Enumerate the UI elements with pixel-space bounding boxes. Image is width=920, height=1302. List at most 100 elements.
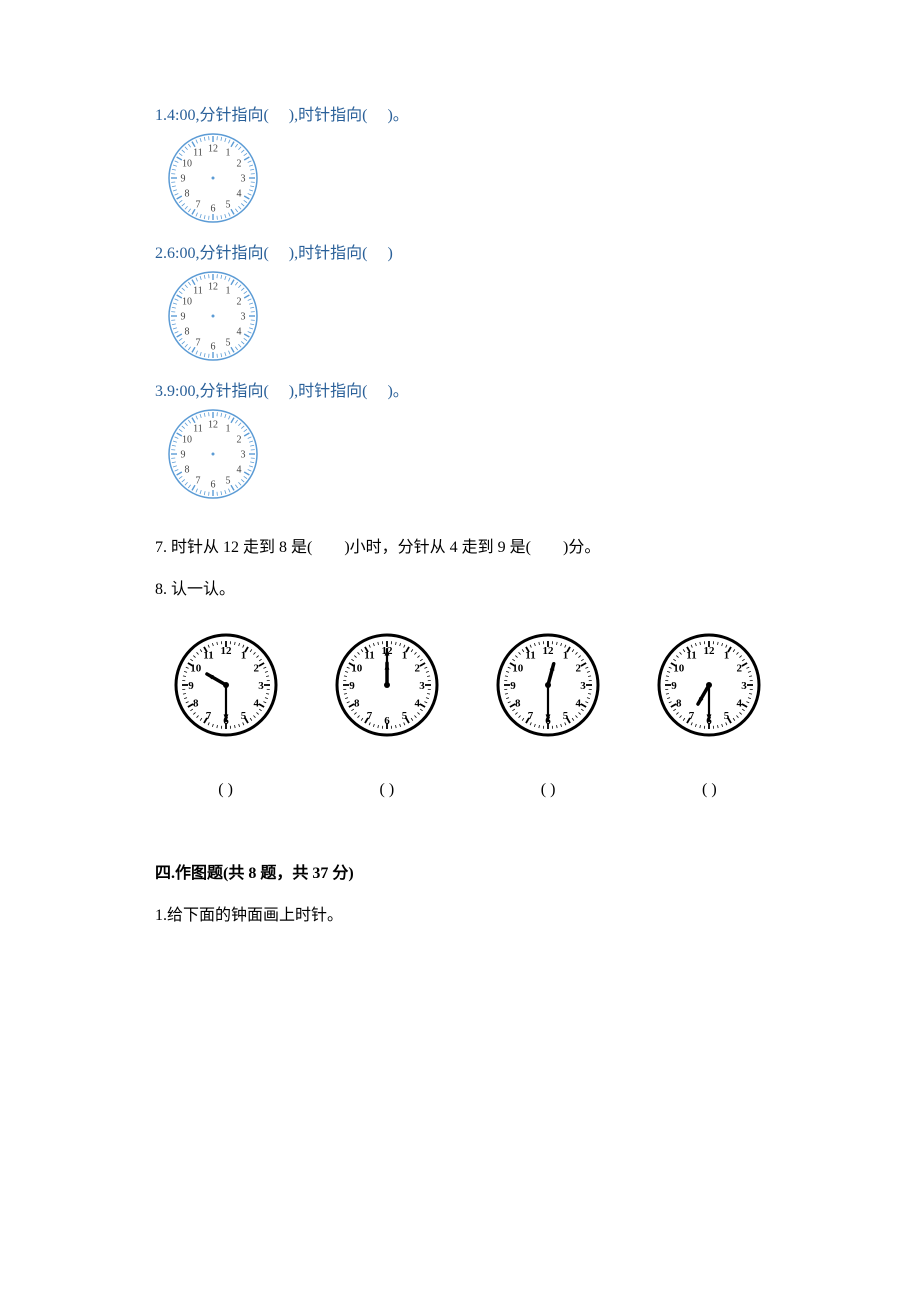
svg-text:4: 4 (236, 189, 241, 200)
svg-text:11: 11 (193, 148, 203, 159)
q7-prefix: 7. (155, 539, 167, 556)
svg-text:3: 3 (241, 312, 246, 323)
svg-text:7: 7 (367, 710, 373, 722)
svg-text:1: 1 (226, 286, 231, 297)
svg-text:2: 2 (236, 297, 241, 308)
q3-ta: 9:00,分针指向( (167, 380, 269, 404)
svg-text:11: 11 (525, 650, 535, 662)
q1-blank1 (269, 104, 289, 128)
svg-text:8: 8 (185, 327, 190, 338)
svg-text:3: 3 (241, 174, 246, 185)
svg-text:10: 10 (512, 662, 524, 674)
svg-text:3: 3 (580, 680, 586, 692)
q8-answer-4: ( ) (629, 778, 790, 802)
svg-text:7: 7 (689, 710, 695, 722)
q1-tb: ),时针指向( (289, 104, 368, 128)
svg-text:12: 12 (220, 645, 232, 657)
svg-text:12: 12 (208, 420, 218, 431)
svg-text:9: 9 (181, 174, 186, 185)
svg-text:3: 3 (258, 680, 264, 692)
svg-text:7: 7 (205, 710, 211, 722)
q3-num: 3. (155, 380, 167, 404)
q7-blank1 (316, 539, 340, 556)
svg-text:6: 6 (211, 342, 216, 353)
q1-num: 1. (155, 104, 167, 128)
svg-text:10: 10 (182, 297, 192, 308)
q3-tc: )。 (387, 380, 408, 404)
svg-text:10: 10 (190, 662, 202, 674)
svg-text:4: 4 (414, 697, 420, 709)
q7-ta: 时针从 12 走到 8 是( (171, 539, 312, 556)
svg-text:6: 6 (384, 715, 390, 727)
svg-text:10: 10 (674, 662, 686, 674)
svg-text:11: 11 (203, 650, 213, 662)
svg-text:4: 4 (253, 697, 259, 709)
q3-clock: 121234567891011 (167, 408, 780, 508)
svg-text:9: 9 (181, 450, 186, 461)
q3-tb: ),时针指向( (289, 380, 368, 404)
svg-text:9: 9 (510, 680, 516, 692)
svg-text:5: 5 (563, 710, 569, 722)
svg-text:3: 3 (742, 680, 748, 692)
svg-text:8: 8 (193, 697, 199, 709)
q2-clock: 121234567891011 (167, 270, 780, 370)
svg-text:5: 5 (226, 337, 231, 348)
svg-text:8: 8 (676, 697, 682, 709)
q8-prefix: 8. (155, 581, 167, 598)
q8-clock-1: 121234567891011 (145, 632, 306, 738)
svg-text:5: 5 (226, 199, 231, 210)
svg-text:7: 7 (196, 475, 201, 486)
svg-text:10: 10 (182, 435, 192, 446)
q3-blank1 (269, 380, 289, 404)
svg-text:11: 11 (193, 286, 203, 297)
svg-text:1: 1 (226, 424, 231, 435)
q1-clock: 121234567891011 (167, 132, 780, 232)
q1-tc: )。 (387, 104, 408, 128)
section-4-heading: 四.作图题(共 8 题，共 37 分) (155, 862, 780, 886)
svg-text:5: 5 (240, 710, 246, 722)
q8-answer-3: ( ) (468, 778, 629, 802)
svg-text:8: 8 (185, 189, 190, 200)
q8-answer-2: ( ) (306, 778, 467, 802)
svg-text:1: 1 (724, 650, 730, 662)
svg-text:10: 10 (351, 662, 363, 674)
q8-answer-1: ( ) (145, 778, 306, 802)
question-1-text: 1. 4:00,分针指向( ),时针指向( )。 (155, 104, 780, 128)
svg-text:4: 4 (737, 697, 743, 709)
svg-text:1: 1 (563, 650, 569, 662)
q8-clock-4: 121234567891011 (629, 632, 790, 738)
svg-text:4: 4 (236, 465, 241, 476)
svg-text:6: 6 (211, 204, 216, 215)
section-4-sub: 1.给下面的钟面画上时针。 (155, 904, 780, 928)
svg-text:6: 6 (211, 480, 216, 491)
svg-text:3: 3 (419, 680, 425, 692)
svg-text:4: 4 (236, 327, 241, 338)
svg-text:5: 5 (402, 710, 408, 722)
q8-text: 认一认。 (171, 581, 235, 598)
q7-tb: )小时，分针从 4 走到 9 是( (344, 539, 531, 556)
svg-text:2: 2 (236, 159, 241, 170)
svg-text:5: 5 (226, 475, 231, 486)
svg-text:2: 2 (414, 662, 420, 674)
svg-text:9: 9 (188, 680, 194, 692)
q8-answer-row: ( )( )( )( ) (145, 778, 790, 802)
svg-text:2: 2 (737, 662, 743, 674)
svg-text:2: 2 (576, 662, 582, 674)
q1-ta: 4:00,分针指向( (167, 104, 269, 128)
svg-text:9: 9 (181, 312, 186, 323)
svg-text:12: 12 (543, 645, 555, 657)
q2-blank2 (367, 242, 387, 266)
svg-text:8: 8 (185, 465, 190, 476)
q2-tb: ),时针指向( (289, 242, 368, 266)
q8-clock-3: 121234567891011 (468, 632, 629, 738)
svg-text:7: 7 (528, 710, 534, 722)
svg-text:12: 12 (208, 144, 218, 155)
svg-text:9: 9 (672, 680, 678, 692)
svg-text:3: 3 (241, 450, 246, 461)
q2-blank1 (269, 242, 289, 266)
svg-text:1: 1 (402, 650, 408, 662)
svg-text:9: 9 (349, 680, 355, 692)
svg-text:7: 7 (196, 337, 201, 348)
svg-text:10: 10 (182, 159, 192, 170)
question-3-text: 3. 9:00,分针指向( ),时针指向( )。 (155, 380, 780, 404)
